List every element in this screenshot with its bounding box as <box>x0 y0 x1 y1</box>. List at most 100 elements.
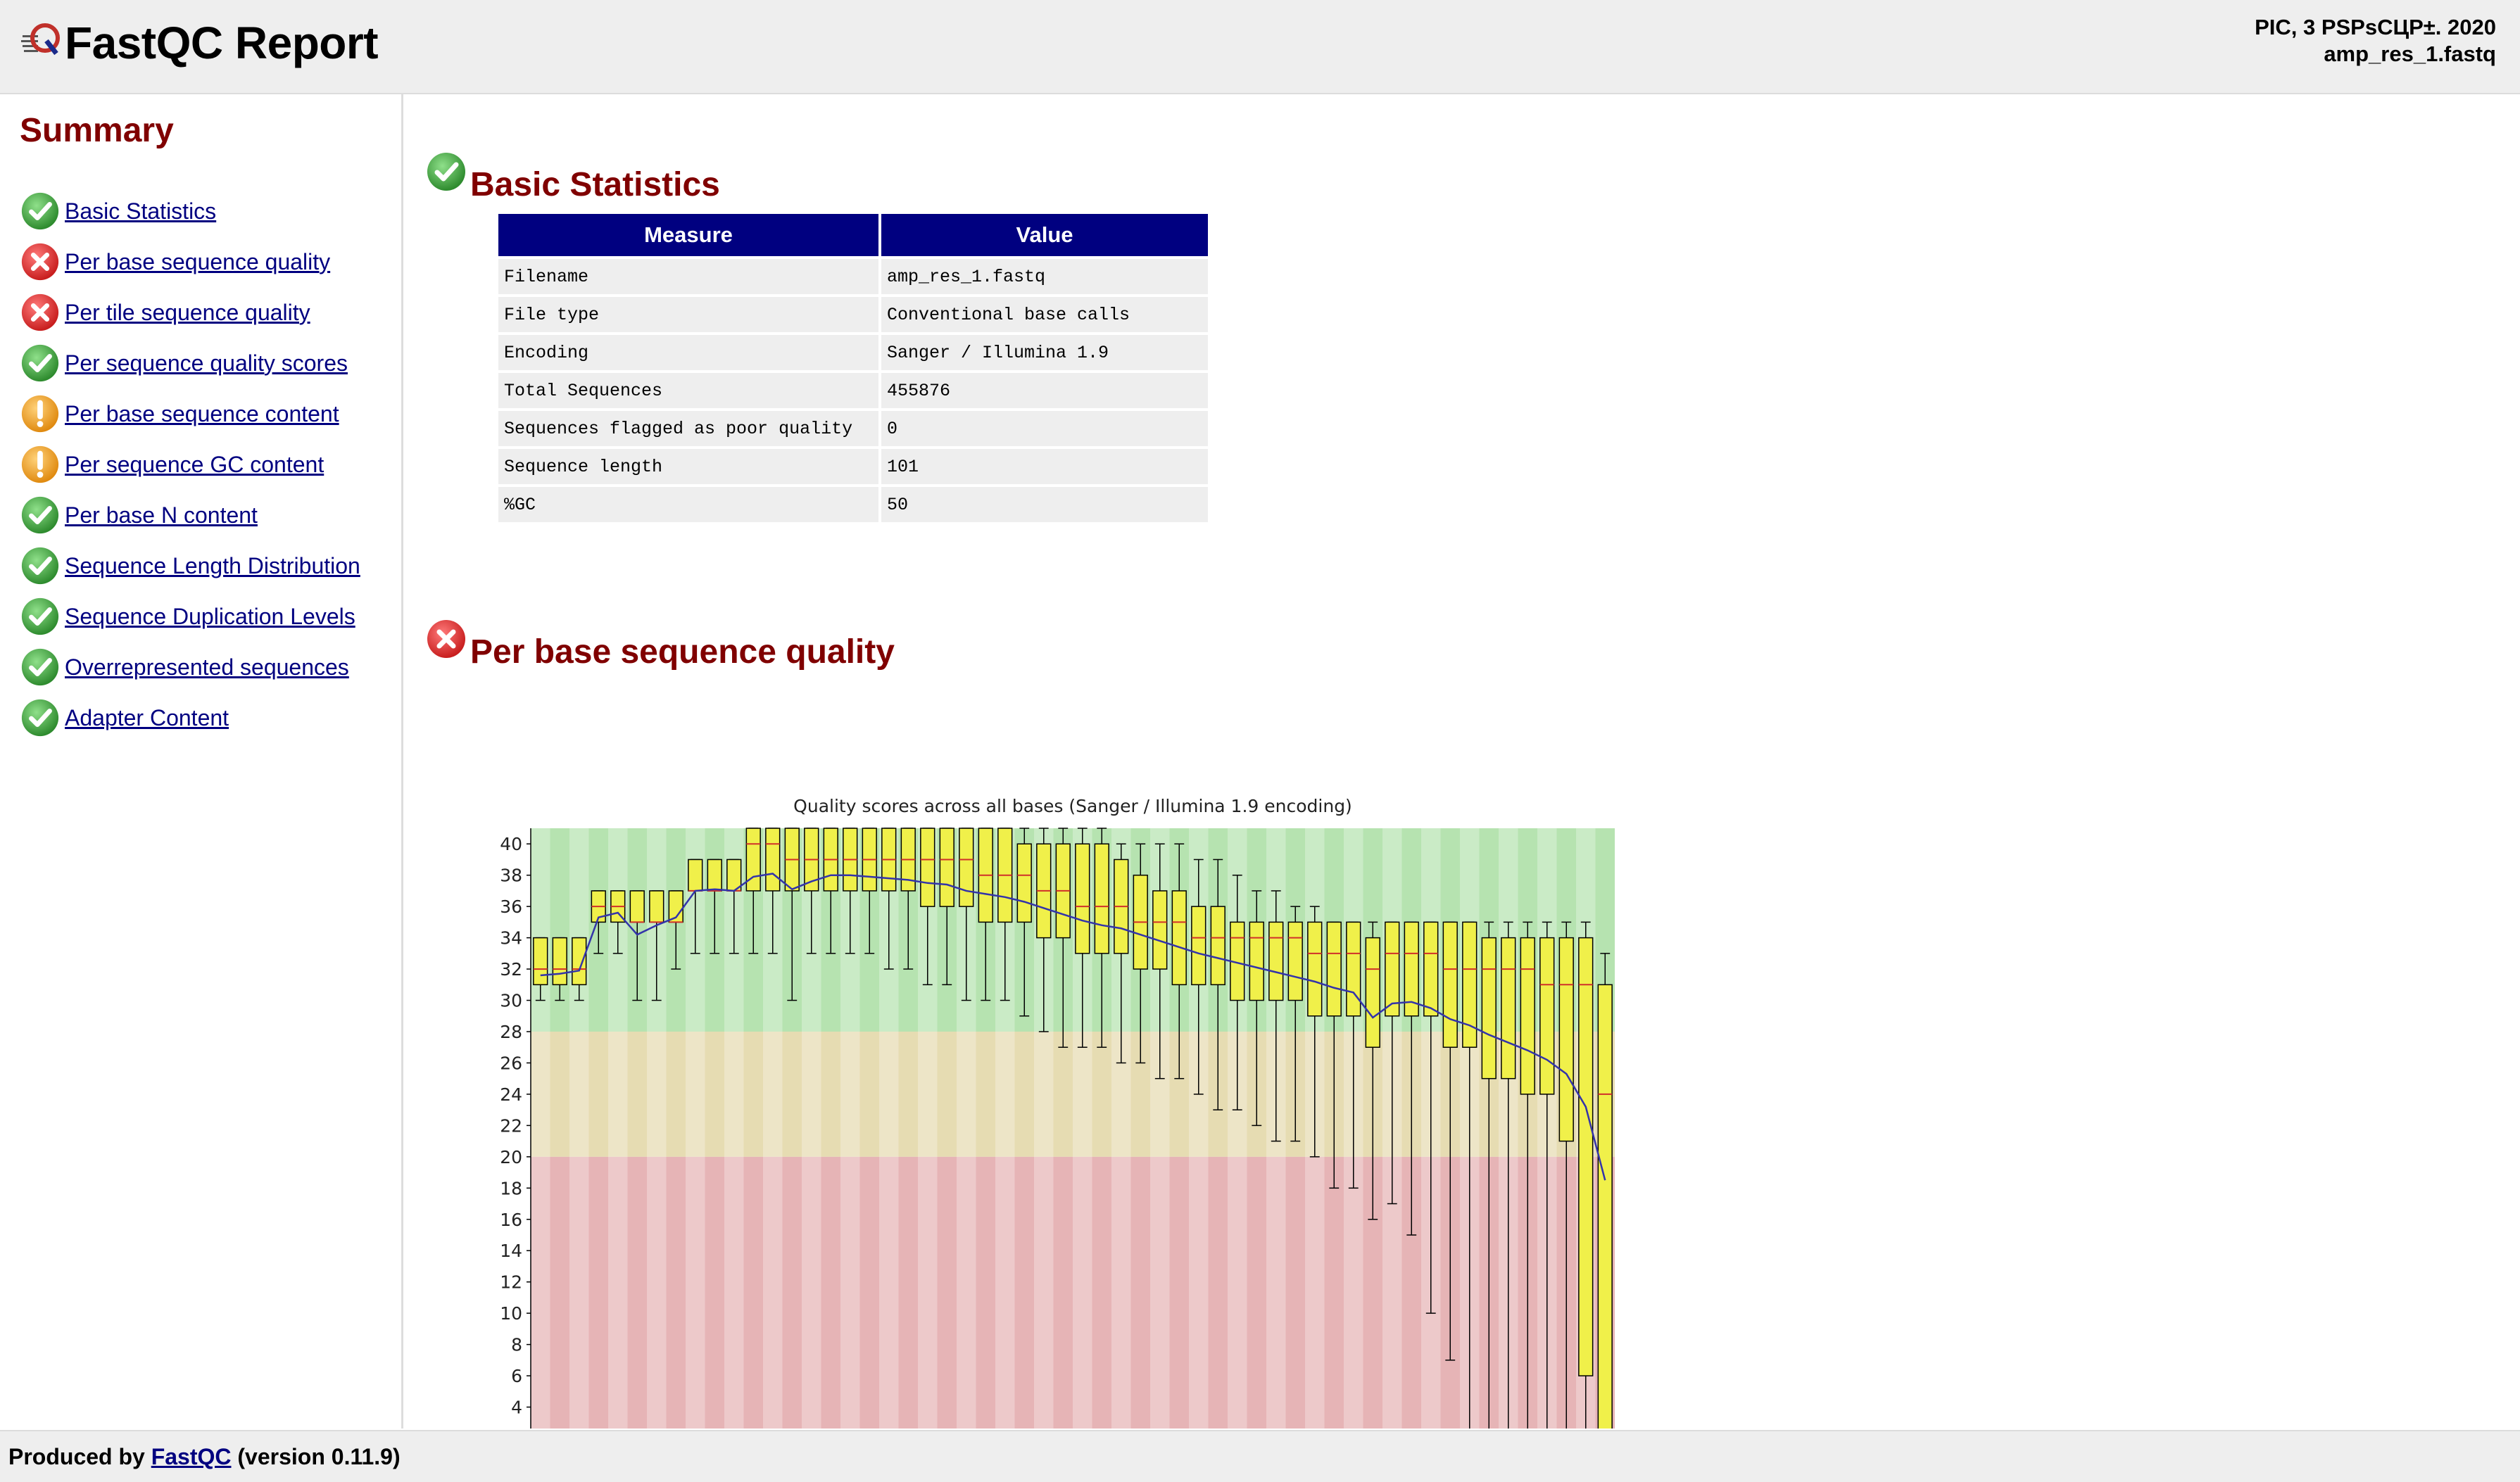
pass-check-icon <box>427 153 465 191</box>
y-tick-label: 32 <box>500 959 522 980</box>
fail-cross-icon <box>21 243 59 281</box>
quality-box <box>1404 921 1419 1017</box>
footer-version: (version 0.11.9) <box>231 1444 401 1469</box>
summary-link[interactable]: Per base N content <box>65 502 258 528</box>
y-tick-label: 4 <box>511 1398 522 1418</box>
quality-box <box>1578 937 1594 1376</box>
quality-box <box>1501 937 1516 1079</box>
y-tick-label: 36 <box>500 897 522 917</box>
quality-box <box>1597 984 1613 1429</box>
quality-zone <box>531 1156 1615 1429</box>
table-row: Sequences flagged as poor quality 0 <box>498 411 1208 446</box>
report-date: PIC, 3 PSPsCЦP±. 2020 <box>2255 15 2496 39</box>
summary-list: Basic Statistics Per base sequence qualit… <box>20 186 360 743</box>
y-tick-label: 28 <box>500 1022 522 1042</box>
quality-box <box>1268 921 1284 1001</box>
quality-box <box>1462 921 1478 1048</box>
y-tick-label: 6 <box>511 1366 522 1386</box>
quality-box <box>1442 921 1458 1048</box>
summary-link[interactable]: Sequence Duplication Levels <box>65 603 355 629</box>
summary-link[interactable]: Basic Statistics <box>65 198 217 224</box>
pass-check-icon <box>21 496 59 534</box>
summary-link[interactable]: Per sequence quality scores <box>65 350 348 376</box>
table-row: Filename amp_res_1.fastq <box>498 259 1208 294</box>
quality-box <box>572 937 587 986</box>
pass-check-icon <box>21 547 59 585</box>
summary-item: Per base N content <box>20 490 360 540</box>
quality-box <box>959 828 974 907</box>
warning-icon <box>21 395 59 433</box>
summary-item: Per tile sequence quality <box>20 287 360 338</box>
measure-cell: File type <box>498 297 878 332</box>
quality-box <box>1249 921 1264 1001</box>
y-tick-label: 14 <box>500 1241 522 1261</box>
measure-cell: Encoding <box>498 335 878 370</box>
quality-box <box>1287 921 1303 1001</box>
y-tick-label: 16 <box>500 1210 522 1230</box>
table-header-row: Measure Value <box>498 214 1208 256</box>
quality-box <box>1346 921 1361 1017</box>
pass-check-icon <box>21 344 59 382</box>
table-row: File type Conventional base calls <box>498 297 1208 332</box>
value-cell: 101 <box>881 449 1208 484</box>
quality-box <box>1171 890 1187 986</box>
summary-link[interactable]: Per base sequence content <box>65 400 339 426</box>
quality-box <box>707 859 722 892</box>
summary-link[interactable]: Sequence Length Distribution <box>65 552 360 578</box>
summary-link[interactable]: Per tile sequence quality <box>65 299 310 325</box>
fastqc-link[interactable]: FastQC <box>151 1444 232 1469</box>
value-cell: Sanger / Illumina 1.9 <box>881 335 1208 370</box>
column-stripe <box>569 828 589 1429</box>
report-header: FastQC Report PIC, 3 PSPsCЦP±. 2020 amp_… <box>0 0 2520 94</box>
measure-cell: Total Sequences <box>498 373 878 408</box>
quality-box <box>1094 843 1109 954</box>
table-row: Total Sequences 455876 <box>498 373 1208 408</box>
main-content: Basic Statistics Measure Value Filename a… <box>404 94 2516 1429</box>
y-tick-label: 34 <box>500 928 522 949</box>
summary-link[interactable]: Adapter Content <box>65 704 229 730</box>
warning-icon <box>21 445 59 483</box>
measure-cell: %GC <box>498 487 878 522</box>
table-row: %GC 50 <box>498 487 1208 522</box>
y-tick-label: 30 <box>500 991 522 1011</box>
quality-box <box>765 828 781 892</box>
quality-box <box>533 937 548 986</box>
quality-box <box>1423 921 1439 1017</box>
basic-statistics-heading: Basic Statistics <box>425 153 720 204</box>
y-tick-label: 18 <box>500 1178 522 1198</box>
table-row: Sequence length 101 <box>498 449 1208 484</box>
column-header-measure: Measure <box>498 214 878 256</box>
value-cell: 0 <box>881 411 1208 446</box>
pass-check-icon <box>21 699 59 737</box>
quality-box <box>649 890 664 923</box>
y-tick-label: 22 <box>500 1115 522 1136</box>
fail-cross-icon <box>427 620 465 658</box>
fastqc-logo-icon <box>21 23 60 56</box>
mean-quality-line <box>540 873 1606 1181</box>
summary-sidebar: Summary Basic Statistics Per base sequenc… <box>0 94 403 1429</box>
quality-box <box>1210 906 1226 986</box>
quality-box <box>1075 843 1090 954</box>
quality-box <box>1558 937 1574 1142</box>
quality-box <box>1365 937 1380 1048</box>
pass-check-icon <box>21 192 59 230</box>
summary-item: Adapter Content <box>20 692 360 743</box>
summary-link[interactable]: Per sequence GC content <box>65 451 325 477</box>
summary-link[interactable]: Overrepresented sequences <box>65 654 349 680</box>
quality-box <box>1481 937 1497 1079</box>
value-cell: amp_res_1.fastq <box>881 259 1208 294</box>
quality-boxplot-chart: Quality scores across all bases (Sanger … <box>500 796 1615 1429</box>
column-stripe <box>531 828 550 1429</box>
quality-box <box>688 859 703 892</box>
quality-box <box>552 937 567 986</box>
basic-statistics-table: Measure Value Filename amp_res_1.fastq Fi… <box>496 211 1211 525</box>
quality-zone <box>531 1032 1615 1157</box>
summary-item: Sequence Duplication Levels <box>20 591 360 642</box>
summary-item: Per base sequence quality <box>20 236 360 287</box>
quality-box <box>939 828 955 907</box>
quality-box <box>745 828 761 892</box>
value-cell: Conventional base calls <box>881 297 1208 332</box>
pass-check-icon <box>21 597 59 635</box>
quality-box <box>629 890 645 923</box>
summary-link[interactable]: Per base sequence quality <box>65 248 331 274</box>
